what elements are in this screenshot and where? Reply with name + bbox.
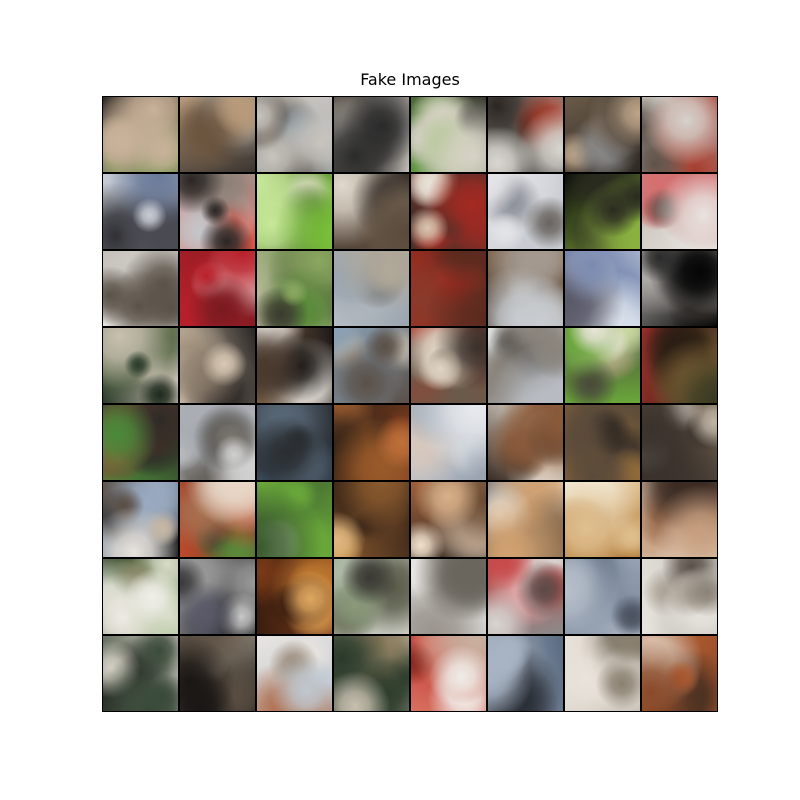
generated-image-tile [565, 97, 640, 172]
generated-image-tile [103, 328, 178, 403]
generated-image-tile [411, 482, 486, 557]
generated-image-tile [103, 97, 178, 172]
generated-image-tile [411, 405, 486, 480]
generated-image-tile [488, 636, 563, 711]
generated-image-tile [411, 328, 486, 403]
generated-image-tile [488, 482, 563, 557]
generated-image-tile [488, 174, 563, 249]
generated-image-tile [180, 328, 255, 403]
generated-image-tile [411, 251, 486, 326]
generated-image-tile [180, 559, 255, 634]
generated-image-tile [103, 174, 178, 249]
generated-image-tile [103, 636, 178, 711]
generated-image-tile [103, 482, 178, 557]
generated-image-tile [642, 97, 717, 172]
generated-image-tile [257, 405, 332, 480]
generated-image-tile [642, 559, 717, 634]
generated-image-tile [488, 251, 563, 326]
generated-image-tile [488, 97, 563, 172]
generated-image-tile [257, 328, 332, 403]
generated-image-tile [488, 328, 563, 403]
generated-image-tile [565, 636, 640, 711]
generated-image-tile [642, 636, 717, 711]
generated-image-tile [642, 174, 717, 249]
generated-image-tile [180, 251, 255, 326]
generated-image-tile [642, 328, 717, 403]
generated-image-tile [565, 482, 640, 557]
generated-image-tile [334, 97, 409, 172]
generated-image-tile [257, 482, 332, 557]
generated-image-tile [180, 174, 255, 249]
generated-image-tile [334, 405, 409, 480]
generated-image-tile [411, 636, 486, 711]
generated-image-tile [642, 405, 717, 480]
generated-image-tile [411, 559, 486, 634]
generated-image-tile [334, 482, 409, 557]
generated-image-tile [180, 97, 255, 172]
generated-image-tile [565, 174, 640, 249]
generated-image-tile [334, 559, 409, 634]
generated-image-tile [642, 482, 717, 557]
generated-image-tile [488, 559, 563, 634]
generated-image-tile [257, 174, 332, 249]
generated-image-tile [180, 636, 255, 711]
generated-image-tile [411, 174, 486, 249]
generated-image-tile [180, 482, 255, 557]
generated-image-tile [103, 251, 178, 326]
generated-image-tile [334, 328, 409, 403]
generated-image-tile [334, 174, 409, 249]
generated-image-tile [334, 636, 409, 711]
generated-image-tile [257, 251, 332, 326]
generated-image-tile [103, 405, 178, 480]
figure-title: Fake Images [360, 70, 460, 89]
generated-image-tile [642, 251, 717, 326]
generated-image-tile [565, 251, 640, 326]
generated-image-tile [257, 559, 332, 634]
generated-image-tile [565, 405, 640, 480]
generated-image-tile [411, 97, 486, 172]
generated-image-tile [488, 405, 563, 480]
generated-image-tile [565, 559, 640, 634]
generated-image-tile [257, 97, 332, 172]
image-grid [102, 96, 718, 712]
generated-image-tile [103, 559, 178, 634]
generated-image-tile [257, 636, 332, 711]
generated-image-tile [180, 405, 255, 480]
generated-image-tile [334, 251, 409, 326]
generated-image-tile [565, 328, 640, 403]
